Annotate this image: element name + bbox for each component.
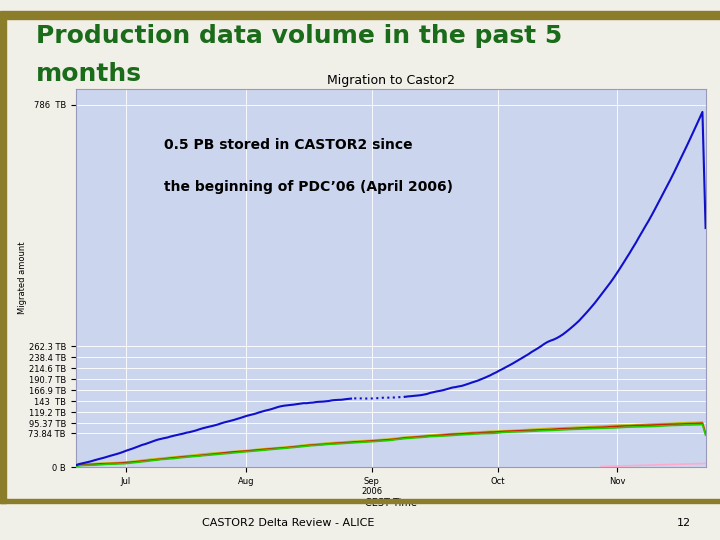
X-axis label: CEST Time: CEST Time: [364, 498, 417, 508]
Text: CASTOR2 Delta Review - ALICE: CASTOR2 Delta Review - ALICE: [202, 518, 374, 529]
Text: the beginning of PDC’06 (April 2006): the beginning of PDC’06 (April 2006): [164, 180, 453, 194]
Text: months: months: [36, 62, 142, 86]
Text: 0.5 PB stored in CASTOR2 since: 0.5 PB stored in CASTOR2 since: [164, 138, 413, 152]
Y-axis label: Migrated amount: Migrated amount: [18, 242, 27, 314]
Text: 12: 12: [677, 518, 691, 529]
Title: Migration to Castor2: Migration to Castor2: [327, 73, 454, 86]
Text: Production data volume in the past 5: Production data volume in the past 5: [36, 24, 562, 48]
